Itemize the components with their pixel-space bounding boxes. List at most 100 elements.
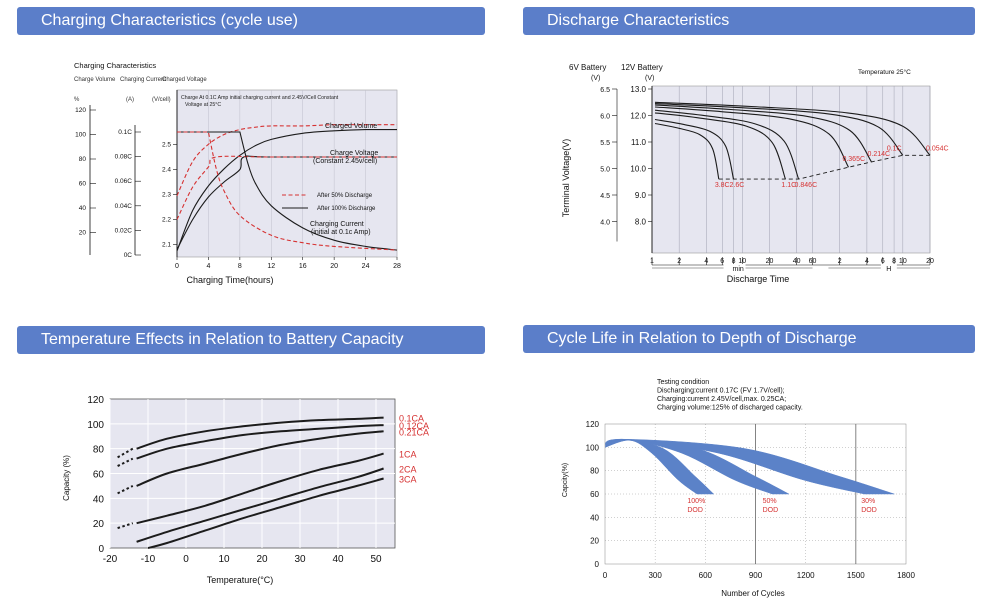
x-tick-label-min: 1 bbox=[650, 258, 654, 265]
charging-section-header: Charging Characteristics (cycle use) bbox=[17, 7, 485, 35]
dod-label-dod-2: DOD bbox=[861, 507, 877, 514]
y12-tick-label: 13.0 bbox=[630, 85, 646, 94]
rate-label-0.214C: 0.214C bbox=[868, 151, 891, 158]
capacity-curve-0.12CA bbox=[136, 424, 384, 460]
x-tick-label: 8 bbox=[238, 263, 242, 270]
capacity-tick-label: 80 bbox=[79, 156, 87, 163]
y-axis-label: Capacity (%) bbox=[62, 455, 71, 501]
voltage-tick-label: 2.5 bbox=[162, 142, 171, 149]
x-tick-label: 20 bbox=[330, 263, 338, 270]
chart-title: Charging Characteristics bbox=[74, 61, 156, 70]
axis-12v-label: 12V Battery bbox=[621, 63, 663, 72]
x-axis-label: Discharge Time bbox=[727, 274, 790, 284]
y-tick-label: 80 bbox=[590, 467, 599, 476]
x-tick-label: 0 bbox=[183, 554, 189, 565]
x-tick-label-min: 8 bbox=[732, 258, 736, 265]
discharge-curve-0.365C bbox=[654, 106, 849, 168]
x-tick-label: 1800 bbox=[897, 571, 915, 580]
charging-chart: Charging Characteristics Charge Volume Cha… bbox=[74, 61, 401, 285]
y-tick-label: 40 bbox=[93, 494, 105, 505]
testing-condition-line: Charging:current 2.45V/cell,max. 0.25CA; bbox=[657, 396, 786, 403]
charging-note-line2: Voltage at 25°C bbox=[185, 102, 221, 108]
y-tick-label: 100 bbox=[586, 443, 600, 452]
unit-6v: (V) bbox=[591, 75, 600, 82]
capacity-curve-2CA bbox=[136, 467, 384, 543]
dod-label-0: 100% bbox=[687, 498, 705, 505]
x-tick-label: 16 bbox=[299, 263, 307, 270]
discharge-chart: 6V Battery 12V Battery (V) (V) Temperature 2… bbox=[561, 63, 949, 284]
x-tick-label: -10 bbox=[141, 554, 156, 565]
y-tick-label: 120 bbox=[87, 395, 104, 406]
voltage-tick-label: 2.2 bbox=[162, 217, 171, 224]
dod-label-2: 30% bbox=[861, 498, 875, 505]
voltage-tick-label: 2.1 bbox=[162, 242, 171, 249]
rate-label-0.365C: 0.365C bbox=[842, 156, 865, 163]
cycle-band-30-DOD bbox=[604, 438, 895, 495]
plot-background bbox=[176, 89, 398, 258]
x-tick-label: 50 bbox=[370, 554, 382, 565]
capacity-tick-label: 120 bbox=[75, 107, 86, 114]
charging-note-line1: Charge At 0.1C Amp initial charging curr… bbox=[181, 95, 339, 101]
y-axis-label: Terminal Voltage(V) bbox=[561, 139, 571, 218]
capacity-tick-label: 20 bbox=[79, 230, 87, 237]
x-tick-label: 20 bbox=[256, 554, 268, 565]
y6-tick-label: 6.5 bbox=[600, 87, 610, 94]
x-tick-label-min: 20 bbox=[766, 258, 774, 265]
annotation-charge-voltage-constant: (Constant 2.45v/cell) bbox=[313, 158, 377, 165]
current-tick-label: 0.1C bbox=[118, 129, 132, 136]
end-voltage-line bbox=[718, 154, 930, 180]
discharge-curve-1.1C bbox=[654, 112, 786, 180]
x-tick-label: 10 bbox=[218, 554, 230, 565]
series-label-1CA: 1CA bbox=[399, 450, 417, 460]
curve-charging-current-100pct bbox=[177, 131, 398, 251]
current-tick-label: 0.06C bbox=[115, 178, 133, 185]
x-axis-label: Charging Time(hours) bbox=[186, 275, 273, 285]
x-tick-label-h: 6 bbox=[881, 258, 885, 265]
y12-tick-label: 12.0 bbox=[630, 112, 646, 121]
rate-label-0.846C: 0.846C bbox=[795, 182, 818, 189]
capacity-tick-label: 100 bbox=[75, 132, 86, 139]
rate-label-0.1C: 0.1C bbox=[887, 145, 902, 152]
y-tick-label: 20 bbox=[590, 537, 599, 546]
legend-label-100pct: After 100% Discharge bbox=[317, 206, 376, 212]
testing-condition-line: Discharging:current 0.17C (FV 1.7V/cell)… bbox=[657, 388, 785, 395]
voltage-unit: (V/cell) bbox=[152, 97, 171, 103]
temperature-note: Temperature 25°C bbox=[858, 68, 911, 76]
capacity-tick-label: 40 bbox=[79, 205, 87, 212]
y6-tick-label: 5.0 bbox=[600, 167, 610, 174]
y-tick-label: 60 bbox=[590, 490, 599, 499]
current-axis-header: Charging Current bbox=[120, 77, 166, 83]
capacity-tick-label: 60 bbox=[79, 181, 87, 188]
series-label-2CA: 2CA bbox=[399, 465, 417, 475]
annotation-charging-current: Charging Current bbox=[310, 221, 364, 228]
x-tick-label-h: 8 bbox=[892, 258, 896, 265]
discharge-section-header: Discharge Characteristics bbox=[523, 7, 975, 35]
voltage-tick-label: 2.3 bbox=[162, 192, 171, 199]
discharge-curve-0.846C bbox=[654, 109, 800, 180]
x-axis-label: Temperature(°C) bbox=[207, 575, 274, 585]
cycle-life-chart: Testing condition Discharging:current 0.1… bbox=[562, 379, 915, 598]
y12-tick-label: 9.0 bbox=[635, 191, 647, 200]
testing-condition-line: Charging volume:125% of discharged capac… bbox=[657, 405, 803, 412]
rate-label-2.6C: 2.6C bbox=[730, 182, 745, 189]
y-tick-label: 20 bbox=[93, 519, 105, 530]
current-unit: (A) bbox=[126, 97, 134, 103]
rate-label-3.8C: 3.8C bbox=[715, 182, 730, 189]
current-tick-label: 0.04C bbox=[115, 203, 133, 210]
capacity-curve-1CA bbox=[136, 452, 384, 525]
rate-label-0.054C: 0.054C bbox=[926, 145, 949, 152]
y12-tick-label: 11.0 bbox=[631, 138, 647, 147]
capacity-curve-0.1CA bbox=[136, 416, 384, 450]
y-tick-label: 40 bbox=[590, 513, 599, 522]
y-tick-label: 120 bbox=[586, 420, 600, 429]
series-label-0.21CA: 0.21CA bbox=[399, 427, 429, 437]
x-unit-h: H bbox=[886, 266, 891, 273]
annotation-charge-voltage: Charge Voltage bbox=[330, 150, 378, 157]
x-tick-label: 12 bbox=[267, 263, 275, 270]
x-tick-label-min: 60 bbox=[809, 258, 817, 265]
curve-charge-voltage-100pct bbox=[176, 155, 397, 250]
curve-charged-volume-100pct bbox=[176, 128, 398, 252]
x-tick-label: 1200 bbox=[797, 571, 815, 580]
y-tick-label: 100 bbox=[87, 420, 104, 431]
